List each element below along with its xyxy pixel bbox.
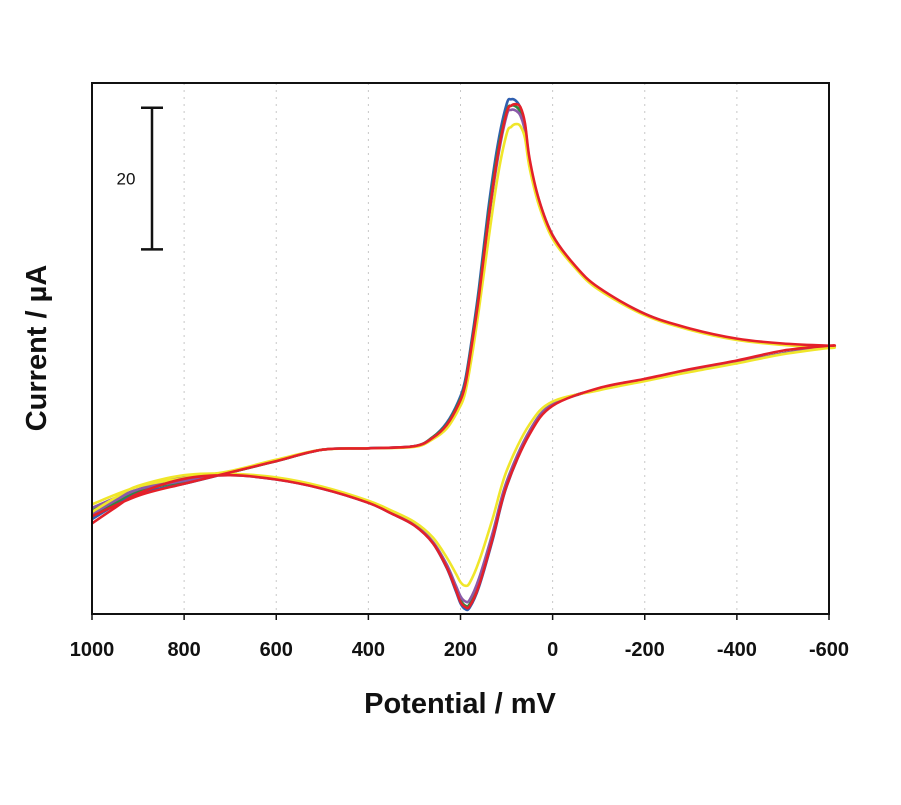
scale-bar-label: 20: [117, 170, 136, 189]
x-tick-label: -400: [717, 639, 757, 661]
series-line: [91, 122, 837, 588]
x-tick-label: 200: [444, 639, 477, 661]
y-axis-title: Current / µA: [21, 265, 53, 432]
x-tick-label: -600: [809, 639, 849, 661]
current-scale-bar: 20: [117, 106, 163, 251]
x-tick-label: 600: [260, 639, 293, 661]
x-tick-label: -200: [625, 639, 665, 661]
x-tick-label: 400: [352, 639, 385, 661]
vertical-gridlines: [183, 83, 738, 614]
x-axis-ticks: 1000 800 600 400 200 0 -200 -400 -600: [70, 614, 849, 661]
x-tick-label: 1000: [70, 639, 115, 661]
x-tick-label: 0: [547, 639, 558, 661]
data-series-group: [91, 97, 837, 612]
x-tick-label: 800: [167, 639, 200, 661]
x-axis-title: Potential / mV: [364, 688, 556, 720]
series-line: [91, 102, 837, 610]
